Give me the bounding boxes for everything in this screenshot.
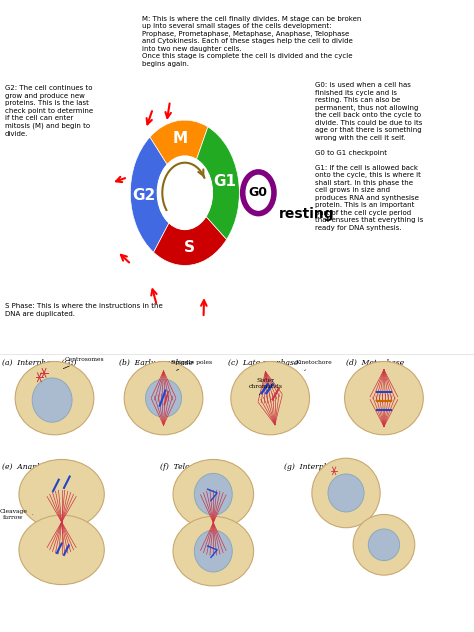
- Ellipse shape: [32, 378, 72, 422]
- Text: (f)  Telophase: (f) Telophase: [160, 463, 212, 471]
- FancyBboxPatch shape: [50, 502, 73, 525]
- Text: G0: G0: [249, 186, 268, 199]
- Ellipse shape: [345, 362, 423, 435]
- Text: Cleavage
furrow: Cleavage furrow: [0, 509, 33, 520]
- Text: Sister
chromatids: Sister chromatids: [248, 378, 283, 395]
- Text: M: This is where the cell finally divides. M stage can be broken
up into several: M: This is where the cell finally divide…: [142, 16, 362, 67]
- Circle shape: [157, 156, 212, 229]
- FancyBboxPatch shape: [202, 504, 224, 526]
- Ellipse shape: [173, 459, 254, 529]
- Wedge shape: [154, 216, 227, 265]
- Text: S Phase: This is where the instructions in the
DNA are duplicated.: S Phase: This is where the instructions …: [5, 303, 163, 317]
- Wedge shape: [150, 120, 208, 165]
- Ellipse shape: [353, 514, 415, 575]
- Text: (b)  Early prophase: (b) Early prophase: [119, 359, 194, 367]
- Text: (g)  Interphase (G₁): (g) Interphase (G₁): [284, 463, 359, 471]
- Text: resting: resting: [279, 207, 334, 221]
- Text: (d)  Metaphase: (d) Metaphase: [346, 359, 404, 367]
- Ellipse shape: [194, 473, 232, 515]
- Ellipse shape: [19, 459, 104, 529]
- Ellipse shape: [15, 362, 94, 435]
- Wedge shape: [197, 127, 239, 240]
- Text: G2: G2: [132, 188, 155, 203]
- Ellipse shape: [328, 474, 364, 512]
- Text: G1: G1: [213, 174, 237, 189]
- Text: (c)  Late prophase: (c) Late prophase: [228, 359, 298, 367]
- Ellipse shape: [146, 379, 182, 417]
- Text: Centrosomes: Centrosomes: [63, 357, 104, 368]
- Text: G2: The cell continues to
grow and produce new
proteins. This is the last
check : G2: The cell continues to grow and produ…: [5, 85, 93, 137]
- Text: S: S: [184, 240, 195, 255]
- Text: Kinetochore: Kinetochore: [296, 360, 333, 370]
- Ellipse shape: [312, 458, 380, 528]
- Ellipse shape: [173, 516, 254, 586]
- Wedge shape: [130, 137, 169, 252]
- Ellipse shape: [194, 530, 232, 572]
- Ellipse shape: [124, 362, 203, 435]
- Ellipse shape: [231, 362, 310, 435]
- Text: G0: is used when a cell has
finished its cycle and is
resting. This can also be
: G0: is used when a cell has finished its…: [315, 82, 424, 231]
- Text: Spindle poles: Spindle poles: [172, 360, 212, 370]
- Text: M: M: [173, 131, 187, 146]
- Ellipse shape: [19, 515, 104, 585]
- Text: (a)  Interphase (G₂): (a) Interphase (G₂): [2, 359, 77, 367]
- Text: (e)  Anaphase: (e) Anaphase: [2, 463, 55, 471]
- Ellipse shape: [368, 529, 400, 561]
